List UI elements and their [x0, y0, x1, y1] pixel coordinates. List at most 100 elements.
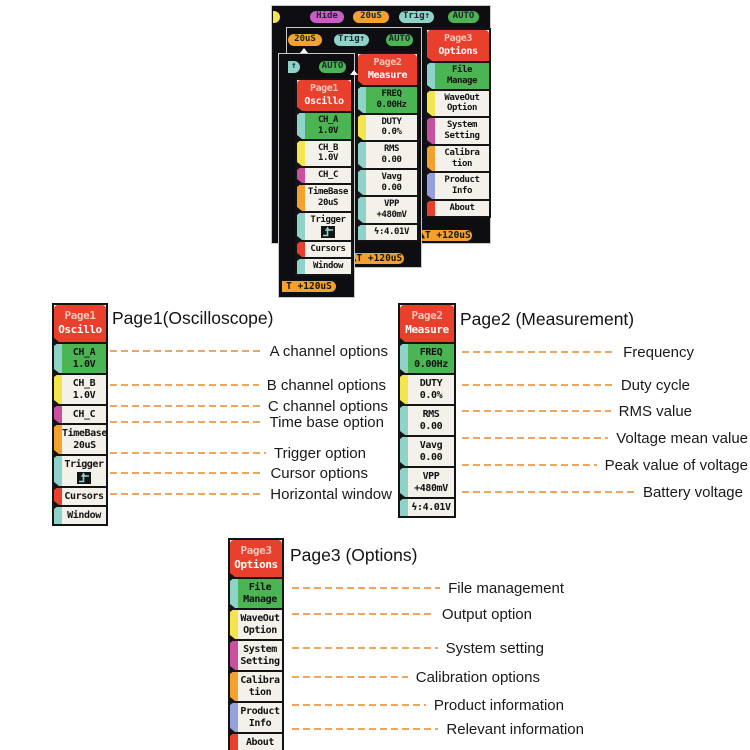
- menu-item-4-01v[interactable]: ϟ:4.01V: [358, 219, 417, 240]
- menu-item-calibra[interactable]: Calibra tion: [427, 139, 489, 174]
- timebase-offset-pill[interactable]: T +120uS: [281, 280, 337, 293]
- annotation-dash: [462, 351, 616, 353]
- menu-item-body: Window: [62, 507, 106, 524]
- toolbar-pill-trig[interactable]: Trig↑: [398, 10, 435, 24]
- annotation-label: Trigger option: [274, 444, 366, 462]
- annotation-dash: [110, 350, 262, 352]
- toolbar-pill-fragment[interactable]: ↑: [287, 60, 301, 74]
- trigger-edge-icon: [321, 226, 335, 239]
- toolbar-pill-auto[interactable]: AUTO: [385, 33, 414, 47]
- menu-item-label: Setting: [444, 130, 480, 141]
- magenta-tab: [54, 405, 62, 423]
- menu-item-rms[interactable]: RMS 0.00: [400, 399, 454, 437]
- menu-item-ch-a[interactable]: CH_A 1.0V: [297, 107, 351, 141]
- menu-item-label: WaveOut: [444, 92, 480, 103]
- red-tab: [54, 487, 62, 505]
- timebase-offset-pill[interactable]: ▲T +120uS: [348, 252, 405, 265]
- menu-page2: Page2 Measure FREQ 0.00Hz DUTY 0.0% RMS 0.00 Vav…: [356, 52, 419, 242]
- annotation-dash: [462, 491, 635, 493]
- menu-item-body: CH_A 1.0V: [305, 113, 351, 139]
- teal-tab: [297, 259, 305, 274]
- menu-item-ch-b[interactable]: CH_B 1.0V: [54, 368, 106, 406]
- annotation-label: Calibration options: [415, 668, 540, 686]
- menu-item-system[interactable]: System Setting: [230, 634, 282, 672]
- menu-page3: Page3 Options File Manage WaveOut Option Syste…: [228, 538, 284, 750]
- menu-item-timebase[interactable]: TimeBase 20uS: [297, 179, 351, 213]
- menu-item-timebase[interactable]: TimeBase 20uS: [54, 418, 107, 456]
- annotation-label: Frequency: [623, 343, 694, 361]
- menu-item-ch-a[interactable]: CH_A 1.0V: [54, 337, 106, 375]
- orange-tab: [230, 671, 238, 701]
- menu-page1: Page1 Oscillo CH_A 1.0V CH_B 1.0V CH_C TimeBase…: [295, 78, 353, 276]
- menu-item-vpp[interactable]: VPP +480mV: [400, 461, 454, 499]
- menu-item-vpp[interactable]: VPP +480mV: [358, 191, 417, 225]
- annotation-label: Output option: [441, 605, 532, 623]
- teal-tab: [54, 343, 62, 373]
- menu-item-freq[interactable]: FREQ 0.00Hz: [400, 337, 454, 375]
- menu-item-label: Trigger: [64, 458, 104, 470]
- annotation-label: Voltage mean value: [616, 429, 748, 447]
- menu-item-cursors[interactable]: Cursors: [297, 236, 351, 260]
- menu-item-product[interactable]: Product Info: [427, 167, 489, 201]
- orange-tab: [427, 145, 435, 172]
- menu-item-file[interactable]: File Manage: [230, 572, 282, 610]
- menu-item-waveout[interactable]: WaveOut Option: [230, 603, 282, 641]
- annotation-dash: [292, 676, 408, 678]
- menu-item-body: FREQ 0.00Hz: [408, 343, 454, 373]
- red-tab: [427, 200, 435, 216]
- menu-item-label: VPP: [383, 199, 400, 210]
- annotation-row: Product information: [292, 696, 584, 714]
- menu-item-vavg[interactable]: Vavg 0.00: [400, 430, 454, 468]
- menu-item-window[interactable]: Window: [297, 253, 351, 274]
- menu-item-label: VPP: [422, 470, 440, 482]
- menu-item-label: Setting: [240, 655, 280, 667]
- toolbar-pill-fragment[interactable]: [272, 10, 281, 24]
- menu-item-file[interactable]: File Manage: [427, 57, 489, 91]
- menu-item-trigger[interactable]: Trigger: [54, 449, 106, 488]
- menu-header-line2: Oscillo: [58, 323, 102, 337]
- menu-item-vavg[interactable]: Vavg 0.00: [358, 163, 417, 198]
- menu-item-system[interactable]: System Setting: [427, 112, 489, 146]
- menu-item-ch-b[interactable]: CH_B 1.0V: [297, 134, 351, 169]
- menu-item-freq[interactable]: FREQ 0.00Hz: [358, 81, 417, 115]
- menu-item-waveout[interactable]: WaveOut Option: [427, 84, 489, 119]
- menu-item-calibra[interactable]: Calibra tion: [230, 665, 282, 703]
- toolbar-pill-20us[interactable]: 20uS: [352, 10, 390, 24]
- menu-item-label: CH_C: [317, 170, 339, 181]
- menu-header-page2: Page2 Measure: [358, 54, 417, 87]
- blue-tab: [230, 702, 238, 732]
- menu-item-ch-c[interactable]: CH_C: [54, 399, 106, 425]
- menu-item-window[interactable]: Window: [54, 500, 106, 524]
- menu-item-label: System: [243, 643, 277, 655]
- menu-item-label: Info: [248, 717, 272, 729]
- menu-item-about[interactable]: About: [427, 195, 489, 216]
- menu-item-label: 0.0%: [381, 127, 402, 138]
- toolbar-pill-hide[interactable]: Hide: [309, 10, 345, 24]
- timebase-offset-pill[interactable]: ▲T +120uS: [417, 229, 473, 242]
- toolbar-pill-trig[interactable]: Trig↑: [333, 33, 370, 47]
- menu-item-cursors[interactable]: Cursors: [54, 481, 106, 507]
- teal-tab: [230, 578, 238, 608]
- menu-item-body: Product Info: [435, 173, 489, 199]
- menu-header-line2: Oscillo: [304, 95, 344, 107]
- toolbar-pill-20us[interactable]: 20uS: [287, 33, 323, 47]
- menu-item-body: DUTY 0.0%: [408, 375, 454, 404]
- menu-item-about[interactable]: About: [230, 727, 282, 750]
- menu-item-label: System: [446, 120, 478, 131]
- menu-item-duty[interactable]: DUTY 0.0%: [358, 108, 417, 143]
- screen-panel-front: ↑ AUTO Page1 Oscillo CH_A 1.0V CH_B 1.0V CH_C Tim…: [278, 53, 355, 298]
- toolbar-pill-auto[interactable]: AUTO: [318, 60, 347, 74]
- menu-item-body: File Manage: [435, 63, 489, 89]
- toolbar-pill-auto[interactable]: AUTO: [447, 10, 480, 24]
- menu-item-ch-c[interactable]: CH_C: [297, 162, 351, 185]
- annotation-row: Peak value of voltage: [462, 456, 748, 474]
- menu-item-4-01v[interactable]: ϟ:4.01V: [400, 492, 454, 516]
- teal-tab: [358, 224, 366, 240]
- red-tab: [297, 242, 305, 258]
- menu-item-rms[interactable]: RMS 0.00: [358, 136, 417, 170]
- menu-item-duty[interactable]: DUTY 0.0%: [400, 368, 454, 406]
- menu-item-product[interactable]: Product Info: [230, 696, 282, 734]
- menu-item-trigger[interactable]: Trigger: [297, 206, 351, 243]
- menu-item-label: CH_B: [72, 377, 96, 389]
- menu-item-label: Manage: [243, 593, 277, 605]
